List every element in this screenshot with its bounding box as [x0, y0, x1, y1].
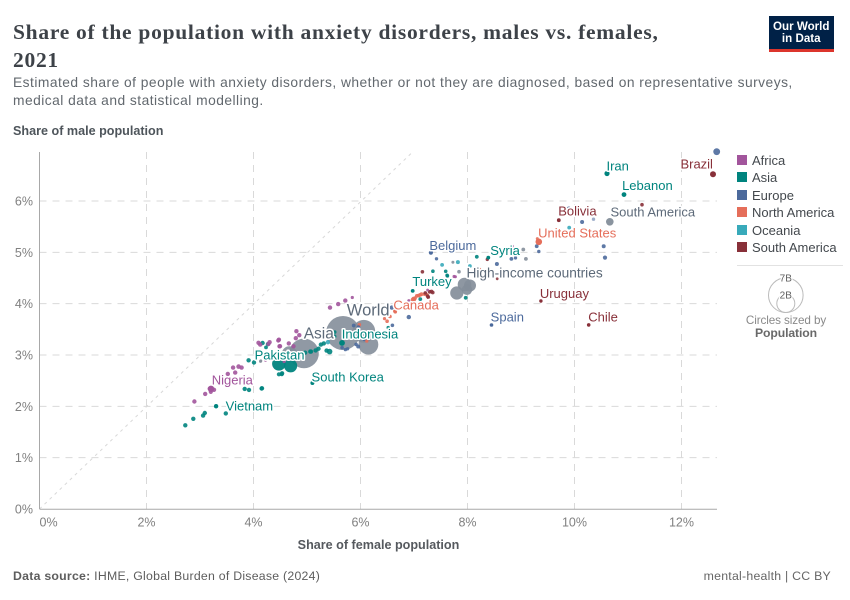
svg-text:4%: 4% [244, 516, 262, 530]
svg-text:Syria: Syria [490, 243, 520, 258]
svg-text:Pakistan: Pakistan [255, 348, 305, 363]
svg-text:Lebanon: Lebanon [622, 178, 673, 193]
svg-text:12%: 12% [669, 516, 694, 530]
svg-text:High-income countries: High-income countries [467, 266, 603, 281]
svg-text:6%: 6% [351, 516, 369, 530]
svg-text:Turkey: Turkey [412, 274, 452, 289]
svg-text:3%: 3% [15, 349, 33, 363]
svg-text:1%: 1% [15, 451, 33, 465]
svg-text:Vietnam: Vietnam [226, 398, 273, 413]
svg-text:7B: 7B [780, 274, 793, 285]
svg-text:6%: 6% [15, 195, 33, 209]
svg-text:United States: United States [538, 226, 617, 241]
svg-text:Spain: Spain [491, 309, 524, 324]
svg-text:Bolivia: Bolivia [558, 204, 597, 219]
svg-text:2%: 2% [137, 516, 155, 530]
svg-text:Nigeria: Nigeria [212, 372, 254, 387]
svg-text:Brazil: Brazil [680, 157, 713, 172]
svg-text:2%: 2% [15, 400, 33, 414]
svg-text:Iran: Iran [606, 159, 628, 174]
svg-text:Belgium: Belgium [429, 238, 476, 253]
svg-text:Uruguay: Uruguay [540, 286, 590, 301]
svg-text:4%: 4% [15, 297, 33, 311]
svg-text:0%: 0% [40, 516, 58, 530]
svg-text:World: World [347, 302, 390, 320]
svg-text:5%: 5% [15, 246, 33, 260]
svg-text:Canada: Canada [393, 298, 439, 313]
svg-text:Indonesia: Indonesia [342, 326, 399, 341]
svg-text:0%: 0% [15, 503, 33, 517]
svg-text:8%: 8% [458, 516, 476, 530]
svg-text:2B: 2B [780, 291, 793, 302]
svg-text:10%: 10% [562, 516, 587, 530]
svg-text:Chile: Chile [588, 310, 618, 325]
svg-text:South America: South America [611, 205, 696, 220]
svg-text:South Korea: South Korea [312, 370, 385, 385]
svg-text:Asia: Asia [304, 326, 335, 343]
